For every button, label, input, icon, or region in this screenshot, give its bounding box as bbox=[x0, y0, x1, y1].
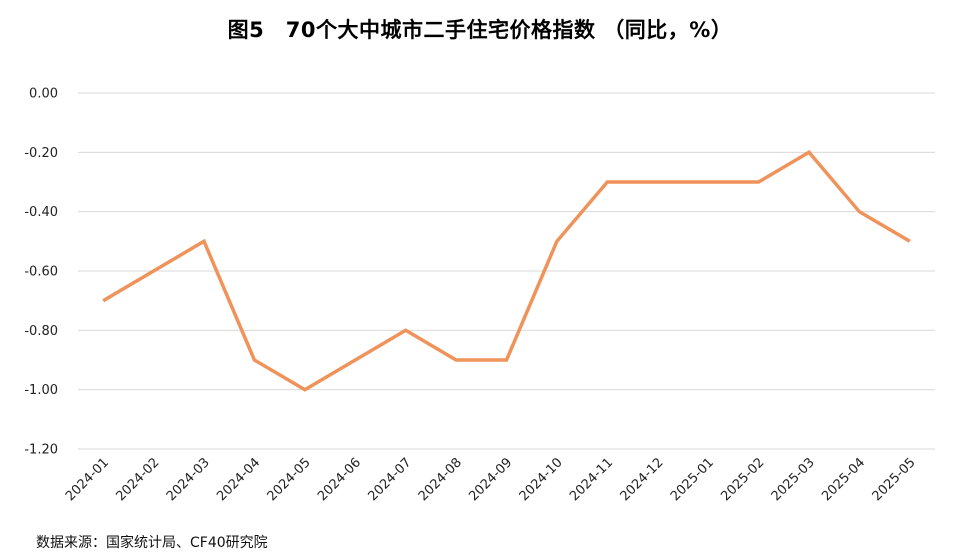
x-tick-label: 2025-05 bbox=[870, 455, 919, 504]
y-tick-label: 0.00 bbox=[29, 87, 58, 102]
chart-title: 图5 70个大中城市二手住宅价格指数 （同比，%） bbox=[227, 18, 733, 42]
x-tick-label: 2024-10 bbox=[517, 455, 566, 504]
y-tick-label: -0.80 bbox=[24, 324, 58, 339]
x-tick-label: 2024-11 bbox=[567, 455, 616, 504]
x-tick-label: 2024-07 bbox=[365, 455, 414, 504]
grid-lines bbox=[78, 92, 935, 450]
x-tick-label: 2024-04 bbox=[214, 455, 263, 504]
x-tick-label: 2025-01 bbox=[668, 455, 717, 504]
x-axis-ticks: 2024-01 2024-02 2024-03 2024-04 2024-05 2024-… bbox=[63, 455, 919, 504]
x-tick-label: 2024-12 bbox=[618, 455, 667, 504]
y-axis-ticks: 0.00 -0.20 -0.40 -0.60 -0.80 -1.00 -1.20 bbox=[24, 87, 58, 458]
y-tick-label: -1.00 bbox=[24, 383, 58, 398]
x-tick-label: 2025-02 bbox=[718, 455, 767, 504]
x-tick-label: 2025-03 bbox=[769, 455, 818, 504]
x-tick-label: 2024-01 bbox=[63, 455, 112, 504]
source-note: 数据来源：国家统计局、CF40研究院 bbox=[36, 535, 268, 551]
line-chart: 0.00 -0.20 -0.40 -0.60 -0.80 -1.00 -1.20 2024-… bbox=[24, 87, 935, 504]
y-tick-label: -0.40 bbox=[24, 205, 58, 220]
y-tick-label: -0.20 bbox=[24, 146, 58, 161]
y-tick-label: -1.20 bbox=[24, 443, 58, 458]
x-tick-label: 2024-03 bbox=[164, 455, 213, 504]
x-tick-label: 2025-04 bbox=[819, 455, 868, 504]
series-group bbox=[102, 150, 911, 392]
x-tick-label: 2024-05 bbox=[265, 455, 314, 504]
x-tick-label: 2024-08 bbox=[416, 455, 465, 504]
x-tick-label: 2024-02 bbox=[113, 455, 162, 504]
y-tick-label: -0.60 bbox=[24, 265, 58, 280]
x-tick-label: 2024-06 bbox=[315, 455, 364, 504]
x-tick-label: 2024-09 bbox=[466, 455, 515, 504]
